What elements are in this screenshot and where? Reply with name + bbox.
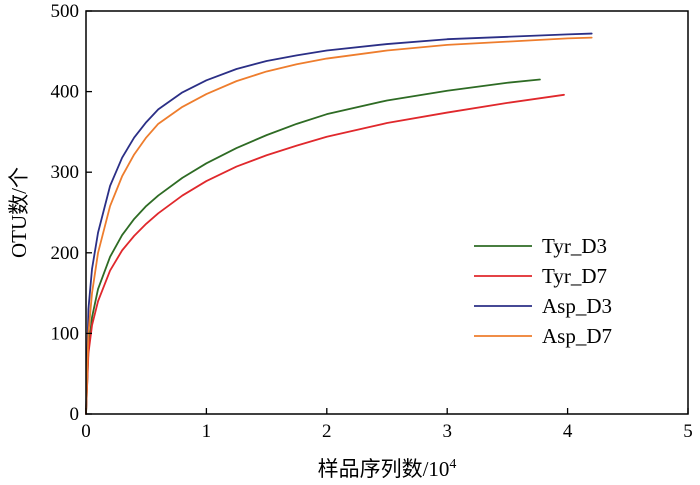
y-tick-label: 100	[51, 323, 80, 344]
y-tick-label: 500	[51, 1, 80, 22]
x-axis-title-exponent: 4	[449, 457, 456, 472]
legend-label: Asp_D3	[542, 294, 612, 318]
y-tick-label: 200	[51, 243, 80, 264]
legend: Tyr_D3 Tyr_D7 Asp_D3 Asp_D7	[474, 234, 612, 348]
series-curves	[85, 32, 593, 415]
series-line-asp-d7	[85, 36, 593, 415]
x-tick-label: 4	[563, 421, 573, 442]
legend-label: Tyr_D7	[542, 264, 607, 288]
legend-label: Asp_D7	[542, 324, 612, 348]
y-axis-title: OTU数/个	[7, 167, 31, 258]
y-tick-label: 400	[51, 82, 80, 103]
x-axis-title: 样品序列数/104	[318, 457, 457, 481]
series-line-tyr-d3	[85, 78, 541, 415]
series-line-tyr-d7	[85, 93, 565, 415]
x-axis-ticks: 0 1 2 3 4 5	[81, 408, 693, 442]
x-axis-title-text: 样品序列数/10	[318, 457, 450, 481]
series-line-asp-d3	[85, 32, 593, 415]
x-tick-label: 0	[81, 421, 91, 442]
y-tick-label: 0	[70, 404, 80, 425]
plot-frame	[85, 10, 689, 415]
legend-label: Tyr_D3	[542, 234, 607, 258]
x-tick-label: 3	[442, 421, 452, 442]
y-tick-label: 300	[51, 162, 80, 183]
x-tick-label: 1	[202, 421, 212, 442]
y-axis-ticks: 0 100 200 300 400 500	[51, 1, 92, 425]
x-tick-label: 2	[322, 421, 332, 442]
x-tick-label: 5	[683, 421, 693, 442]
